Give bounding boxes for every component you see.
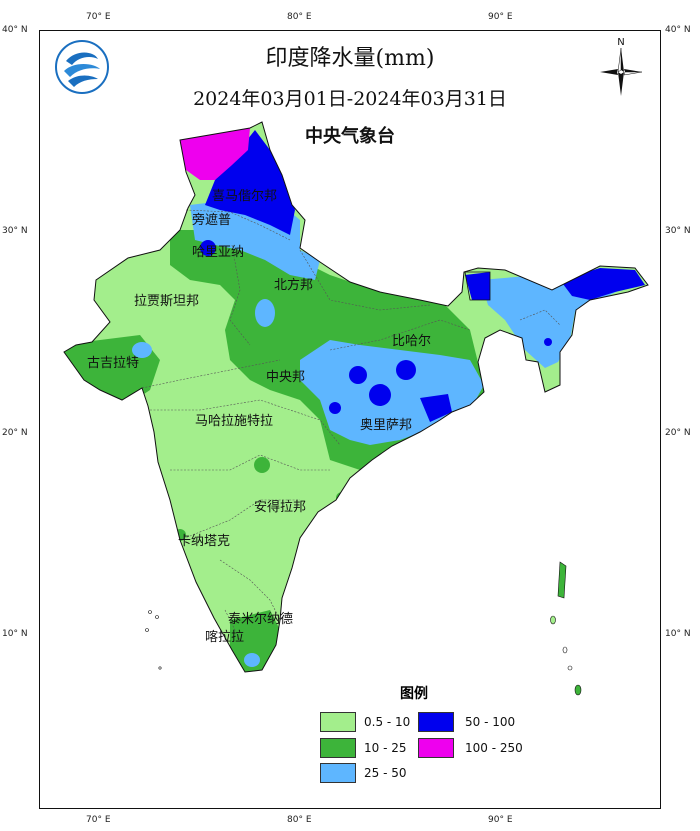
lon-tick-70-bottom: 70° E — [86, 815, 111, 825]
legend-title: 图例 — [400, 686, 428, 702]
legend-label-3: 50 - 100 — [465, 715, 516, 729]
lon-tick-90-bottom: 90° E — [488, 815, 513, 825]
region-label-haryana: 哈里亚纳 — [192, 245, 245, 260]
region-label-bihar: 比哈尔 — [392, 334, 432, 349]
region-label-punjab: 旁遮普 — [192, 213, 232, 228]
region-label-andhra: 安得拉邦 — [254, 500, 307, 515]
legend-label-4: 100 - 250 — [465, 741, 523, 755]
region-label-rajasthan: 拉贾斯坦邦 — [134, 294, 200, 309]
region-label-uttar: 北方邦 — [274, 278, 314, 293]
map-title: 印度降水量(mm) — [265, 46, 435, 71]
region-label-gujarat: 古吉拉特 — [87, 356, 140, 371]
legend-swatch-2 — [320, 763, 356, 783]
lat-tick-20-right: 20° N — [665, 428, 691, 438]
lat-tick-10-left: 10° N — [2, 629, 28, 639]
lon-tick-80-bottom: 80° E — [287, 815, 312, 825]
region-label-kerala: 喀拉拉 — [205, 630, 245, 645]
lat-tick-40-right: 40° N — [665, 25, 691, 35]
north-arrow-icon: N — [600, 37, 643, 96]
legend-label-1: 10 - 25 — [364, 741, 407, 755]
lat-tick-20-left: 20° N — [2, 428, 28, 438]
region-label-karnataka: 卡纳塔克 — [178, 534, 231, 549]
legend-swatch-1 — [320, 738, 356, 758]
region-label-tamil: 泰米尔纳德 — [228, 612, 294, 627]
legend-swatch-4 — [418, 738, 454, 758]
legend-label-2: 25 - 50 — [364, 766, 407, 780]
legend-label-0: 0.5 - 10 — [364, 715, 411, 729]
lat-tick-10-right: 10° N — [665, 629, 691, 639]
map-frame — [39, 30, 661, 809]
legend-swatch-3 — [418, 712, 454, 732]
region-label-odisha: 奥里萨邦 — [360, 418, 413, 433]
map-agency: 中央气象台 — [305, 126, 395, 147]
lon-tick-90-top: 90° E — [488, 12, 513, 22]
north-label: N — [617, 37, 624, 48]
cma-logo-icon — [55, 40, 109, 94]
region-label-maharashtra: 马哈拉施特拉 — [195, 414, 274, 429]
map-period: 2024年03月01日-2024年03月31日 — [193, 88, 507, 110]
region-label-himachal: 喜马偕尔邦 — [212, 189, 278, 204]
lon-tick-70-top: 70° E — [86, 12, 111, 22]
lat-tick-30-left: 30° N — [2, 226, 28, 236]
legend-swatch-0 — [320, 712, 356, 732]
lat-tick-40-left: 40° N — [2, 25, 28, 35]
lon-tick-80-top: 80° E — [287, 12, 312, 22]
region-label-madhya: 中央邦 — [266, 370, 306, 385]
lat-tick-30-right: 30° N — [665, 226, 691, 236]
